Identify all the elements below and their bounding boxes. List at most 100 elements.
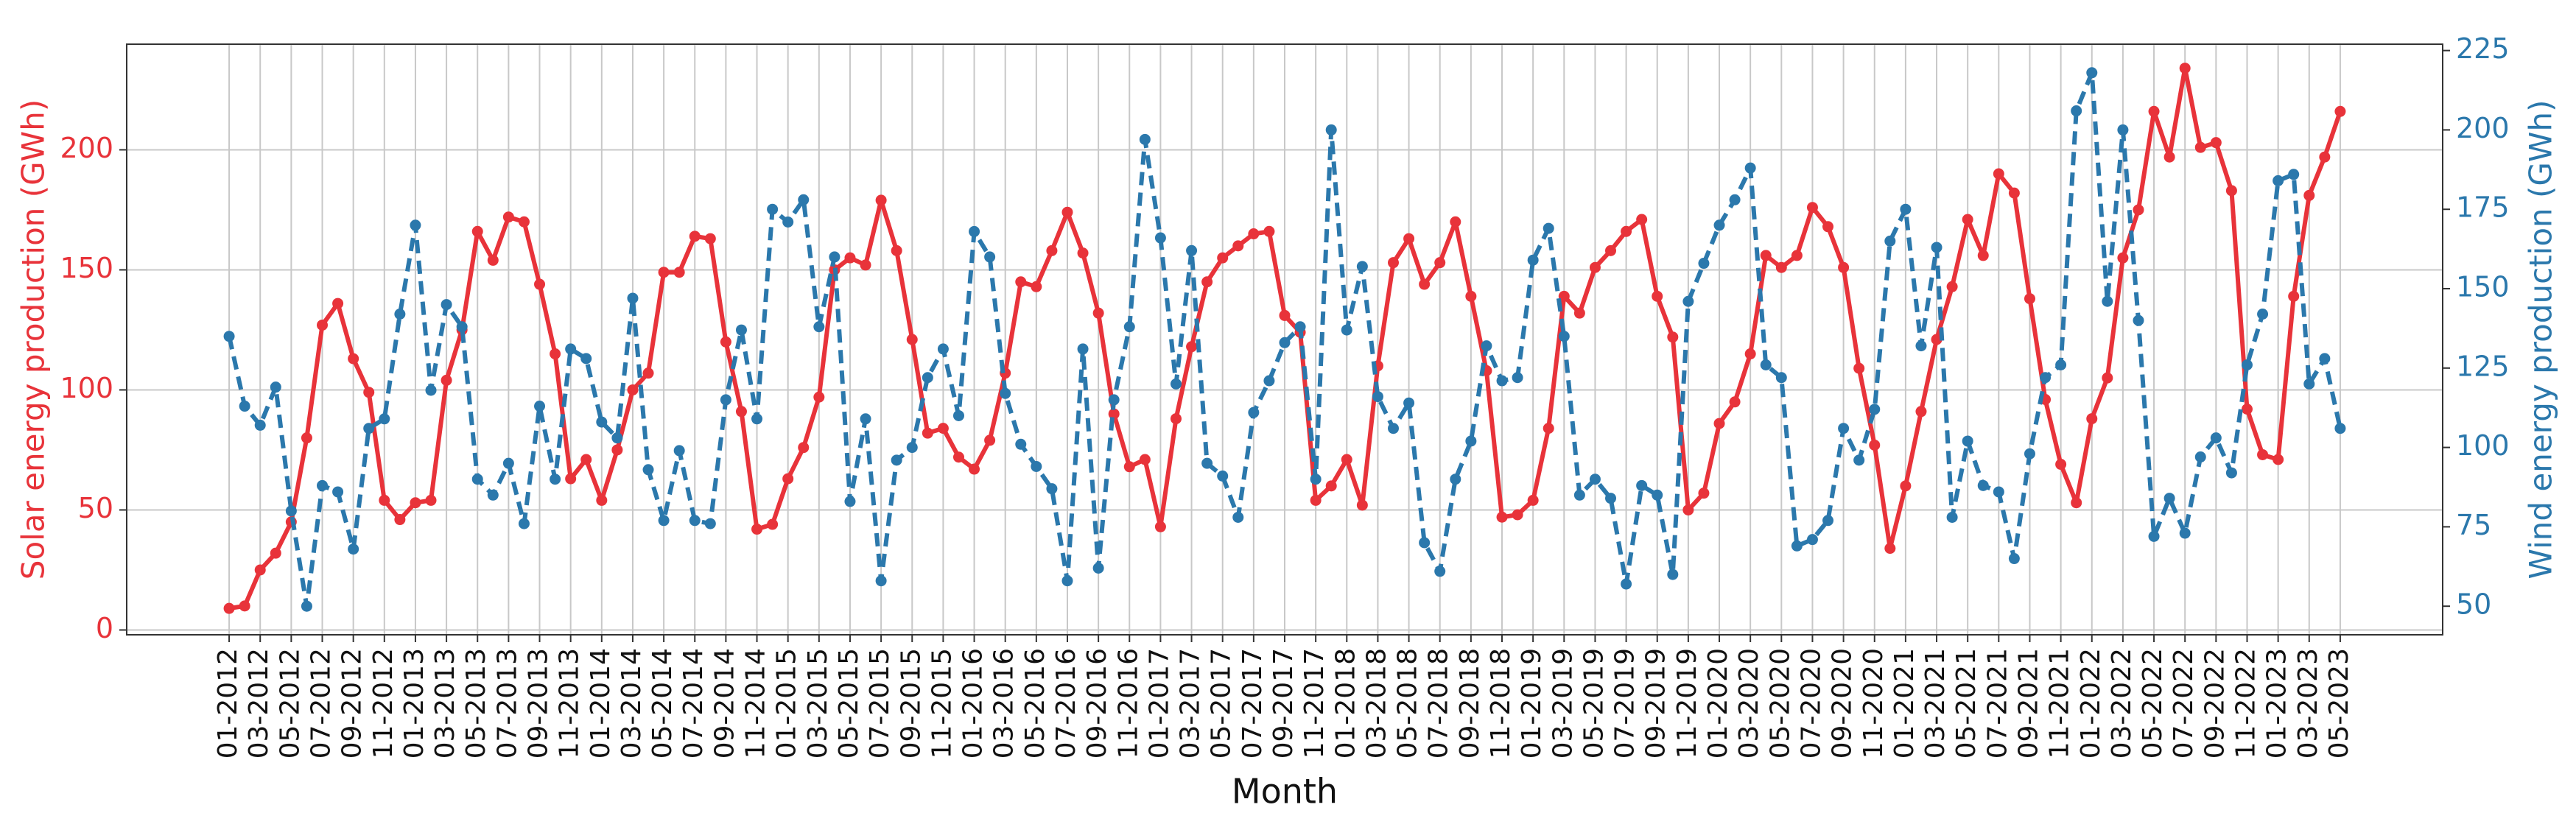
data-point	[891, 244, 902, 256]
data-point	[1154, 232, 1166, 244]
y-tick-label: 150	[60, 252, 113, 284]
x-tick-label: 09-2013	[524, 648, 554, 759]
data-point	[1977, 250, 1989, 261]
data-point	[891, 454, 902, 466]
data-point	[1170, 378, 1182, 390]
y2-tick-label: 125	[2456, 350, 2510, 382]
data-point	[254, 564, 266, 576]
x-tick-label: 11-2015	[927, 648, 957, 759]
data-point	[441, 374, 452, 386]
data-point	[2008, 187, 2020, 199]
data-point	[1310, 474, 1322, 485]
data-point	[1543, 222, 1554, 234]
data-point	[2024, 293, 2035, 305]
data-point	[1900, 480, 1912, 492]
data-point	[782, 473, 794, 485]
x-tick-label: 03-2017	[1176, 648, 1206, 759]
data-point	[2133, 314, 2144, 326]
data-point	[922, 372, 933, 384]
data-point	[969, 225, 980, 237]
x-tick-label: 07-2015	[865, 648, 895, 759]
data-point	[2117, 252, 2129, 264]
y-tick-label: 200	[60, 132, 113, 164]
x-tick-label: 07-2013	[492, 648, 522, 759]
data-point	[2163, 493, 2175, 504]
data-point	[471, 474, 483, 485]
x-tick-label: 11-2019	[1672, 648, 1702, 759]
x-tick-label: 09-2019	[1641, 648, 1671, 759]
data-point	[2163, 151, 2175, 163]
data-point	[1154, 521, 1166, 532]
data-point	[1682, 295, 1694, 307]
data-point	[1356, 261, 1368, 272]
data-point	[1621, 225, 1632, 237]
data-point	[565, 343, 577, 355]
data-point	[1388, 423, 1400, 434]
data-point	[689, 230, 701, 242]
data-point	[2148, 105, 2160, 117]
data-point	[1403, 233, 1415, 244]
x-tick-label: 03-2013	[430, 648, 460, 759]
data-point	[596, 416, 608, 428]
data-point	[735, 324, 747, 336]
data-point	[1372, 391, 1383, 403]
x-tick-label: 05-2016	[1020, 648, 1050, 759]
data-point	[1279, 309, 1291, 321]
data-point	[1217, 470, 1229, 482]
data-point	[239, 600, 250, 612]
data-point	[1931, 334, 1942, 345]
x-tick-label: 05-2023	[2324, 648, 2354, 759]
data-point	[1232, 511, 1244, 523]
x-tick-label: 09-2020	[1828, 648, 1858, 759]
data-point	[2241, 359, 2253, 370]
x-tick-label: 11-2018	[1486, 648, 1516, 759]
data-point	[2102, 372, 2113, 384]
data-point	[1077, 343, 1089, 355]
data-point	[984, 251, 996, 263]
x-tick-label: 09-2021	[2013, 648, 2043, 759]
x-axis-label: Month	[1232, 772, 1338, 812]
x-tick-label: 07-2018	[1424, 648, 1454, 759]
data-point	[704, 233, 716, 244]
data-point	[1698, 488, 1710, 499]
data-point	[425, 384, 437, 396]
data-point	[270, 381, 281, 393]
data-point	[2303, 378, 2315, 390]
y2-tick-label: 175	[2456, 191, 2510, 224]
data-point	[1915, 406, 1927, 418]
data-point	[2086, 67, 2098, 79]
data-point	[410, 219, 421, 231]
y-tick-label: 0	[96, 612, 113, 644]
data-point	[534, 401, 546, 412]
data-point	[1310, 494, 1322, 506]
data-point	[642, 464, 654, 476]
data-point	[1652, 489, 1663, 501]
data-point	[829, 251, 840, 263]
data-point	[2319, 151, 2331, 163]
data-point	[332, 298, 344, 309]
data-point	[1962, 435, 1973, 447]
data-point	[658, 515, 670, 527]
data-point	[844, 252, 856, 264]
data-point	[1248, 228, 1260, 240]
data-point	[844, 496, 856, 507]
x-tick-label: 07-2022	[2169, 648, 2199, 759]
data-point	[1046, 483, 1058, 495]
data-point	[410, 497, 421, 509]
data-point	[813, 321, 825, 333]
data-point	[1077, 247, 1089, 259]
data-point	[782, 216, 794, 228]
data-point	[1993, 168, 2004, 180]
data-point	[751, 524, 763, 535]
x-tick-label: 11-2013	[555, 648, 585, 759]
x-tick-label: 09-2015	[896, 648, 926, 759]
data-point	[565, 473, 577, 485]
data-point	[1713, 219, 1725, 231]
data-point	[937, 343, 949, 355]
data-point	[1884, 543, 1896, 555]
data-point	[2179, 63, 2191, 74]
data-point	[1434, 257, 1446, 269]
data-point	[1775, 261, 1787, 273]
data-point	[1838, 261, 1850, 273]
data-point	[1977, 479, 1989, 491]
